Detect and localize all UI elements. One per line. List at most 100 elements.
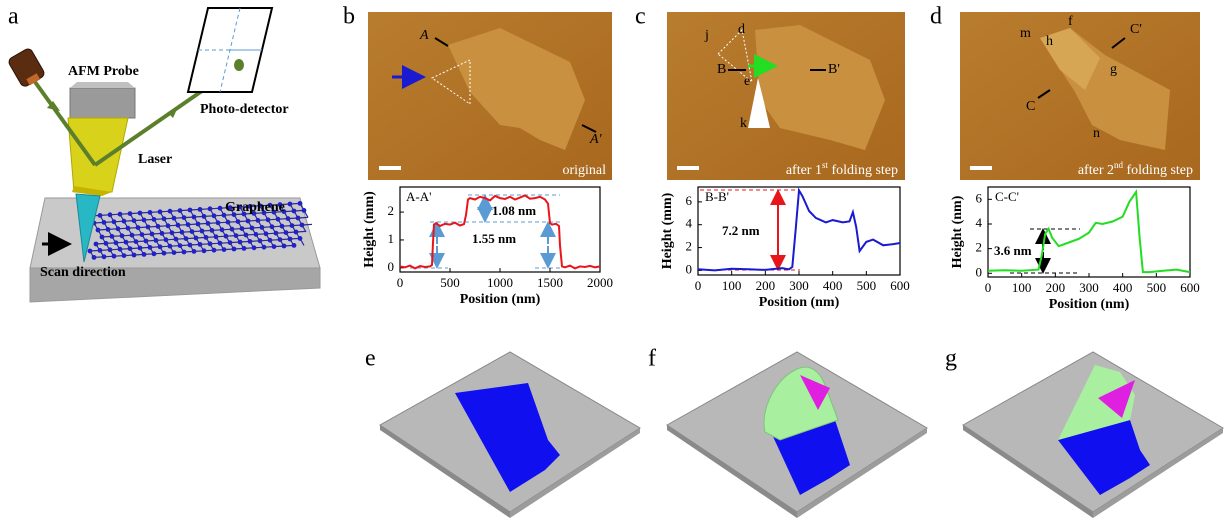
image-label: k bbox=[740, 116, 747, 131]
image-label: d bbox=[738, 22, 745, 37]
x-tick-label: 1500 bbox=[537, 275, 563, 290]
caption-part: folding step bbox=[1123, 163, 1193, 178]
atom bbox=[251, 245, 257, 251]
atom bbox=[261, 244, 267, 250]
x-tick-label: 300 bbox=[789, 278, 809, 293]
caption-part: st bbox=[822, 160, 829, 170]
atom bbox=[151, 251, 157, 257]
graphene-lattice bbox=[87, 201, 313, 260]
y-tick-label: 4 bbox=[976, 215, 983, 230]
y-tick-label: 2 bbox=[976, 240, 983, 255]
image-label: B bbox=[717, 62, 726, 77]
image-label: A bbox=[419, 28, 429, 43]
panel-label: a bbox=[8, 4, 19, 30]
y-tick-label: 2 bbox=[388, 203, 395, 218]
atom bbox=[161, 250, 167, 256]
image-caption: after 1st folding step bbox=[786, 160, 898, 178]
laser-label: Laser bbox=[138, 152, 172, 167]
x-tick-label: 500 bbox=[440, 275, 460, 290]
image-label: f bbox=[1068, 14, 1073, 29]
y-tick-label: 6 bbox=[976, 190, 983, 205]
panel-label: f bbox=[648, 346, 656, 372]
caption-part: folding step bbox=[828, 163, 898, 178]
caption-part: original bbox=[562, 163, 606, 178]
data-line bbox=[987, 188, 1191, 274]
x-tick-label: 500 bbox=[857, 278, 877, 293]
panel-label: c bbox=[635, 4, 646, 30]
x-tick-label: 0 bbox=[695, 278, 702, 293]
bond bbox=[299, 238, 305, 246]
x-tick-label: 400 bbox=[1113, 280, 1133, 295]
afm-image bbox=[960, 12, 1200, 180]
image-label: m bbox=[1020, 26, 1031, 41]
x-tick-label: 200 bbox=[756, 278, 776, 293]
x-axis-label: Position (nm) bbox=[460, 292, 541, 307]
panel-label: b bbox=[343, 4, 355, 30]
x-axis-label: Position (nm) bbox=[1049, 297, 1130, 312]
probe-label: AFM Probe bbox=[68, 64, 139, 79]
x-tick-label: 0 bbox=[397, 275, 404, 290]
image-label: n bbox=[1093, 126, 1100, 141]
x-tick-label: 2000 bbox=[587, 275, 613, 290]
image-caption: original bbox=[562, 163, 606, 178]
caption-part: after 2 bbox=[1078, 163, 1114, 178]
detector-label: Photo-detector bbox=[200, 102, 289, 117]
image-label: B' bbox=[828, 62, 840, 77]
render-f bbox=[666, 351, 928, 518]
y-tick-label: 4 bbox=[686, 216, 693, 231]
panel-labels: a b c d e f g bbox=[8, 4, 957, 372]
bond bbox=[295, 230, 307, 233]
annotation: A-A' bbox=[406, 189, 431, 204]
caption-part: nd bbox=[1114, 160, 1124, 170]
y-tick-label: 6 bbox=[686, 193, 693, 208]
panel-label: d bbox=[930, 4, 942, 30]
bond bbox=[303, 210, 309, 218]
y-tick-label: 2 bbox=[686, 239, 693, 254]
image-label: g bbox=[1110, 62, 1117, 77]
afm-image bbox=[368, 12, 612, 180]
annotation: 1.55 nm bbox=[472, 231, 516, 246]
graphene-label: Graphene bbox=[225, 200, 285, 215]
annotation: C-C' bbox=[995, 189, 1019, 204]
y-axis-label: Height (mm) bbox=[660, 192, 675, 269]
image-labels: A A' original j d B B' e k after 1st folding step… bbox=[419, 14, 1193, 178]
render-g bbox=[962, 351, 1224, 518]
panel-label: e bbox=[365, 346, 376, 372]
y-tick-label: 1 bbox=[388, 231, 395, 246]
x-tick-label: 200 bbox=[1046, 280, 1066, 295]
x-tick-label: 600 bbox=[890, 278, 910, 293]
atom bbox=[201, 248, 207, 254]
x-tick-label: 600 bbox=[1180, 280, 1200, 295]
y-tick-label: 0 bbox=[388, 259, 395, 274]
annotation: 1.08 nm bbox=[492, 203, 536, 218]
afm-image bbox=[667, 12, 905, 180]
annotation: 7.2 nm bbox=[722, 223, 760, 238]
image-label: C bbox=[1026, 99, 1035, 114]
x-tick-label: 300 bbox=[1079, 280, 1099, 295]
x-tick-label: 1000 bbox=[487, 275, 513, 290]
x-tick-label: 100 bbox=[1012, 280, 1032, 295]
data-line bbox=[697, 187, 901, 272]
image-label: h bbox=[1046, 34, 1053, 49]
schematic: AFM Probe Photo-detector Laser Graphene … bbox=[8, 7, 321, 303]
x-tick-label: 500 bbox=[1147, 280, 1167, 295]
image-caption: after 2nd folding step bbox=[1078, 160, 1193, 178]
atom bbox=[291, 243, 297, 248]
y-tick-label: 0 bbox=[686, 261, 693, 276]
x-tick-label: 0 bbox=[985, 280, 992, 295]
bond bbox=[297, 216, 309, 219]
image-label: A' bbox=[589, 132, 603, 147]
annotation: 3.6 nm bbox=[994, 243, 1032, 258]
x-axis-label: Position (nm) bbox=[759, 295, 840, 310]
caption-part: after 1 bbox=[786, 163, 822, 178]
scan-label: Scan direction bbox=[40, 265, 126, 280]
y-tick-label: 0 bbox=[976, 264, 983, 279]
panel-label: g bbox=[945, 346, 957, 372]
image-label: e bbox=[744, 74, 750, 89]
image-label: C' bbox=[1130, 22, 1142, 37]
render-e bbox=[379, 351, 641, 518]
bond bbox=[301, 223, 313, 226]
bond bbox=[301, 224, 307, 233]
